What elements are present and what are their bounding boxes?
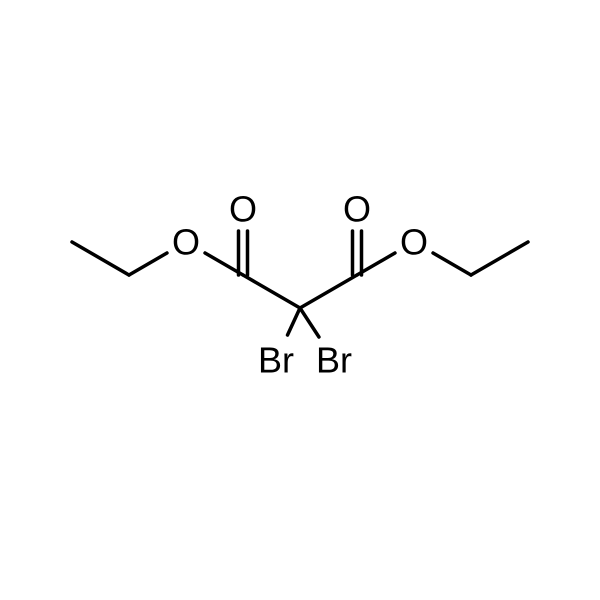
molecule-canvas: OOBrBrOO — [0, 0, 600, 600]
bond-line — [243, 275, 300, 308]
bond-line — [300, 308, 319, 337]
bond-line — [129, 253, 167, 275]
atom-label-o: O — [172, 222, 200, 263]
atom-label-o: O — [229, 189, 257, 230]
bond-line — [433, 253, 471, 275]
bond-line — [288, 308, 300, 335]
bond-line — [72, 242, 129, 275]
bond-layer — [72, 231, 528, 337]
bond-line — [300, 275, 357, 308]
atom-label-br: Br — [258, 340, 294, 381]
atom-label-o: O — [400, 222, 428, 263]
atom-label-layer: OOBrBrOO — [172, 189, 428, 381]
atom-label-br: Br — [316, 340, 352, 381]
atom-label-o: O — [343, 189, 371, 230]
bond-line — [471, 242, 528, 275]
